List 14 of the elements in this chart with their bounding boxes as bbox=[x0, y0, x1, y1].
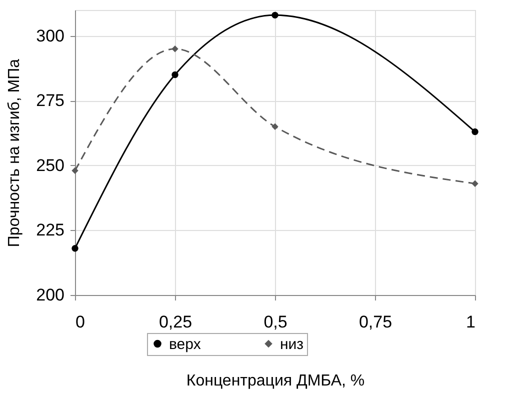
x-tick-label: 0,5 bbox=[264, 312, 288, 332]
y-tick-label: 225 bbox=[36, 220, 64, 240]
x-tick-label: 0 bbox=[76, 312, 85, 332]
x-tick-label: 0,25 bbox=[158, 312, 192, 332]
y-tick-label: 300 bbox=[36, 26, 64, 46]
y-tick-label: 250 bbox=[36, 156, 64, 175]
legend-label: низ bbox=[280, 336, 304, 353]
x-tick-label: 1 bbox=[466, 312, 476, 332]
x-tick-label: 0,75 bbox=[358, 312, 392, 332]
legend-label: верх bbox=[169, 336, 202, 353]
y-tick-label: 275 bbox=[36, 91, 64, 110]
y-tick-label: 200 bbox=[36, 286, 64, 304]
y-axis-title: Прочность на изгиб, МПа bbox=[6, 58, 24, 248]
x-axis-title: Концентрация ДМБА, % bbox=[186, 372, 365, 390]
